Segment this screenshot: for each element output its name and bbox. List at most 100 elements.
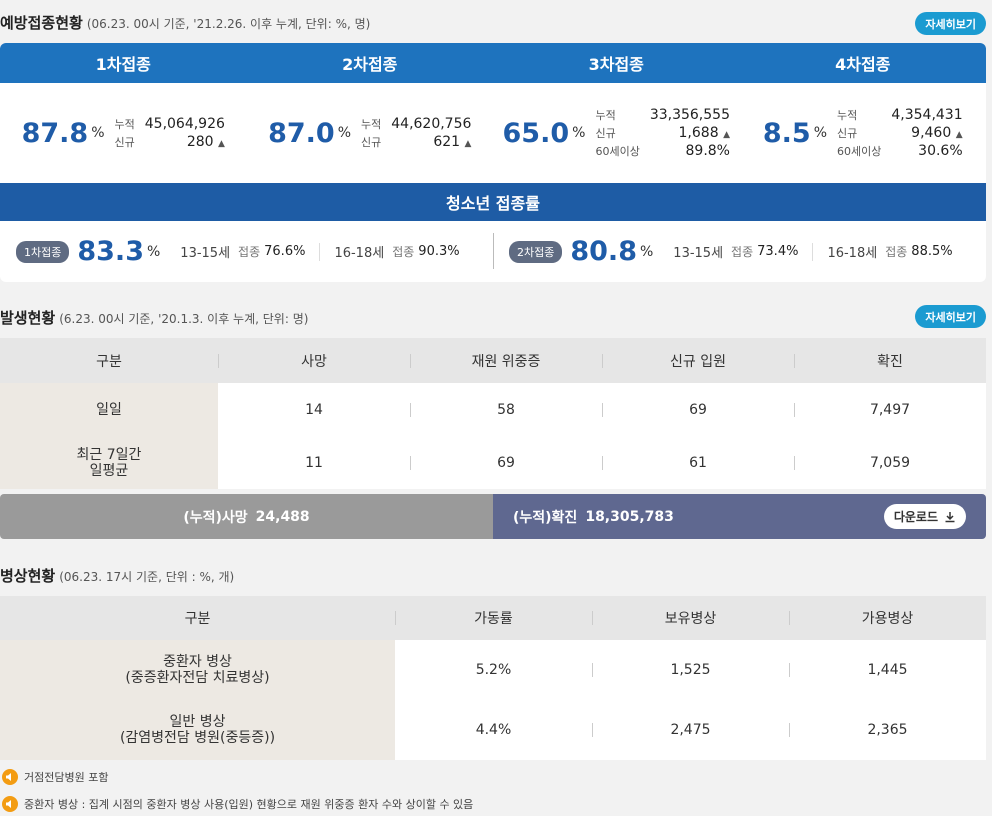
row-label: 일반 병상 (감염병전담 병원(중등증)) bbox=[0, 700, 395, 760]
teen-rate: 83.3 bbox=[77, 236, 144, 267]
teen-unit: % bbox=[146, 243, 161, 260]
cumulative-confirmed: (누적)확진 18,305,783 다운로드 bbox=[493, 494, 986, 539]
stat-label: 60세이상 bbox=[595, 145, 640, 158]
teen-age-value: 90.3% bbox=[418, 244, 460, 259]
triangle-up-icon: ▲ bbox=[955, 130, 963, 140]
header-cell: 구분 bbox=[96, 353, 122, 370]
teen-rate: 80.8 bbox=[570, 236, 637, 267]
stat-label: 신규 bbox=[361, 136, 382, 149]
occurrence-table: 구분 사망 재원 위중증 신규 입원 확진 일일 14 58 69 7,497 … bbox=[0, 338, 986, 489]
stat-value-new: 621 ▲ bbox=[391, 134, 471, 150]
teen-unit: % bbox=[639, 243, 654, 260]
table-cell: 2,475 bbox=[592, 700, 789, 760]
dose-unit: % bbox=[91, 125, 105, 141]
table-cell: 4.4% bbox=[475, 722, 512, 738]
stat-value: 4,354,431 bbox=[891, 107, 963, 123]
stat-value: 89.8% bbox=[685, 143, 730, 159]
table-cell: 1,445 bbox=[789, 640, 986, 700]
teen-row: 1차접종 83.3% 13-15세 접종 76.6% 16-18세 접종 90.3% 2… bbox=[0, 221, 986, 282]
table-header: 구분 사망 재원 위중증 신규 입원 확진 bbox=[0, 338, 986, 383]
table-row: 최근 7일간 일평균 11 69 61 7,059 bbox=[0, 436, 986, 489]
table-row: 일일 14 58 69 7,497 bbox=[0, 383, 986, 436]
header-cell: 확진 bbox=[794, 338, 986, 383]
dose-stats: 누적 4,354,431 신규 9,460 ▲ 60세이상 30.6% bbox=[837, 107, 963, 159]
vaccination-header: 예방접종현황 (06.23. 00시 기준, '21.2.26. 이후 누계, … bbox=[0, 12, 370, 33]
table-cell: 61 bbox=[602, 436, 794, 489]
divider bbox=[812, 242, 814, 261]
table-cell: 11 bbox=[305, 454, 323, 471]
download-icon bbox=[945, 511, 955, 522]
table-row: 중환자 병상 (중증환자전담 치료병상) 5.2% 1,525 1,445 bbox=[0, 640, 986, 700]
stat-value: 33,356,555 bbox=[649, 107, 730, 123]
cumulative-confirmed-value: 18,305,783 bbox=[585, 508, 674, 525]
occurrence-more-button[interactable]: 자세히보기 bbox=[915, 305, 986, 328]
speaker-icon bbox=[2, 769, 18, 785]
teen-age: 16-18세 bbox=[827, 246, 878, 261]
dose-stats: 누적 33,356,555 신규 1,688 ▲ 60세이상 89.8% bbox=[595, 107, 730, 159]
stat-label: 60세이상 bbox=[837, 145, 882, 158]
stat-label: 누적 bbox=[361, 118, 382, 131]
teen-age-label: 접종 bbox=[731, 245, 754, 259]
dose-label-1: 1차접종 bbox=[95, 55, 151, 74]
dose-rate: 8.5 bbox=[762, 117, 811, 149]
teen-age-value: 73.4% bbox=[757, 244, 799, 259]
header-cell: 재원 위중증 bbox=[410, 338, 602, 383]
stat-value: 30.6% bbox=[918, 143, 963, 159]
vaccination-card: 1차접종 2차접종 3차접종 4차접종 87.8% 누적 45,064,926 신… bbox=[0, 43, 986, 282]
header-cell: 신규 입원 bbox=[602, 338, 794, 383]
teen-age: 13-15세 bbox=[673, 246, 724, 261]
beds-title: 병상현황 bbox=[0, 567, 56, 585]
table-cell: 5.2% bbox=[475, 662, 512, 678]
row-label: 일일 bbox=[0, 383, 218, 436]
table-cell: 69 bbox=[602, 383, 794, 436]
header-cell: 사망 bbox=[218, 338, 410, 383]
dose-label-3: 3차접종 bbox=[588, 55, 644, 74]
triangle-up-icon: ▲ bbox=[218, 139, 225, 149]
cumulative-death: (누적)사망 24,488 bbox=[0, 494, 493, 539]
note-1: 거점전담병원 포함 bbox=[2, 769, 108, 785]
dose-stats: 누적 44,620,756 신규 621 ▲ bbox=[361, 116, 471, 150]
vaccination-more-button[interactable]: 자세히보기 bbox=[915, 12, 986, 35]
occurrence-header: 발생현황 (6.23. 00시 기준, '20.1.3. 이후 누계, 단위: … bbox=[0, 307, 308, 328]
note-text: 거점전담병원 포함 bbox=[24, 771, 109, 784]
row-label: 최근 7일간 일평균 bbox=[0, 436, 218, 489]
occurrence-title: 발생현황 bbox=[0, 309, 56, 327]
stat-value: 44,620,756 bbox=[391, 116, 472, 132]
dose-label-4: 4차접종 bbox=[835, 55, 891, 74]
stat-label: 신규 bbox=[114, 136, 135, 149]
divider bbox=[319, 242, 321, 261]
teen-badge: 1차접종 bbox=[16, 240, 70, 263]
stat-value-new: 280 ▲ bbox=[145, 134, 225, 150]
dose-cell-1: 87.8% 누적 45,064,926 신규 280 ▲ bbox=[0, 83, 247, 183]
header-cell: 가동률 bbox=[395, 596, 592, 640]
beds-header: 병상현황 (06.23. 17시 기준, 단위 : %, 개) bbox=[0, 565, 234, 586]
triangle-up-icon: ▲ bbox=[464, 139, 472, 149]
stat-value: 9,460 bbox=[911, 125, 952, 141]
header-cell: 가용병상 bbox=[789, 596, 986, 640]
dose-unit: % bbox=[813, 125, 828, 141]
dose-cell-4: 8.5% 누적 4,354,431 신규 9,460 ▲ 60세이상 30.6% bbox=[740, 83, 987, 183]
dose-stats: 누적 45,064,926 신규 280 ▲ bbox=[115, 116, 225, 150]
dose-label-2: 2차접종 bbox=[342, 55, 398, 74]
dose-values-row: 87.8% 누적 45,064,926 신규 280 ▲ 87.0% 누적 44,62… bbox=[0, 83, 986, 183]
speaker-icon bbox=[2, 796, 18, 812]
teen-age: 13-15세 bbox=[180, 246, 231, 261]
dose-rate: 87.0 bbox=[268, 117, 335, 149]
dose-header-row: 1차접종 2차접종 3차접종 4차접종 bbox=[0, 43, 986, 83]
teen-age-label: 접종 bbox=[885, 245, 908, 259]
stat-label: 누적 bbox=[595, 109, 616, 122]
stat-value: 621 bbox=[433, 134, 461, 150]
vaccination-title: 예방접종현황 bbox=[0, 14, 83, 32]
cumulative-death-label: (누적)사망 bbox=[183, 509, 248, 526]
header-cell: 구분 bbox=[184, 611, 211, 627]
stat-value: 280 bbox=[186, 134, 214, 150]
cumulative-death-value: 24,488 bbox=[255, 508, 310, 525]
dose-unit: % bbox=[337, 125, 351, 141]
note-2: 중환자 병상 : 집계 시점의 중환자 병상 사용(입원) 현황으로 재원 위중… bbox=[2, 796, 473, 812]
cumulative-confirmed-label: (누적)확진 bbox=[513, 509, 578, 526]
dose-cell-3: 65.0% 누적 33,356,555 신규 1,688 ▲ 60세이상 89.8% bbox=[493, 83, 740, 183]
dose-unit: % bbox=[572, 125, 586, 141]
teen-age-value: 76.6% bbox=[264, 244, 306, 259]
stat-value-new: 1,688 ▲ bbox=[650, 125, 730, 141]
download-button[interactable]: 다운로드 bbox=[883, 504, 966, 529]
